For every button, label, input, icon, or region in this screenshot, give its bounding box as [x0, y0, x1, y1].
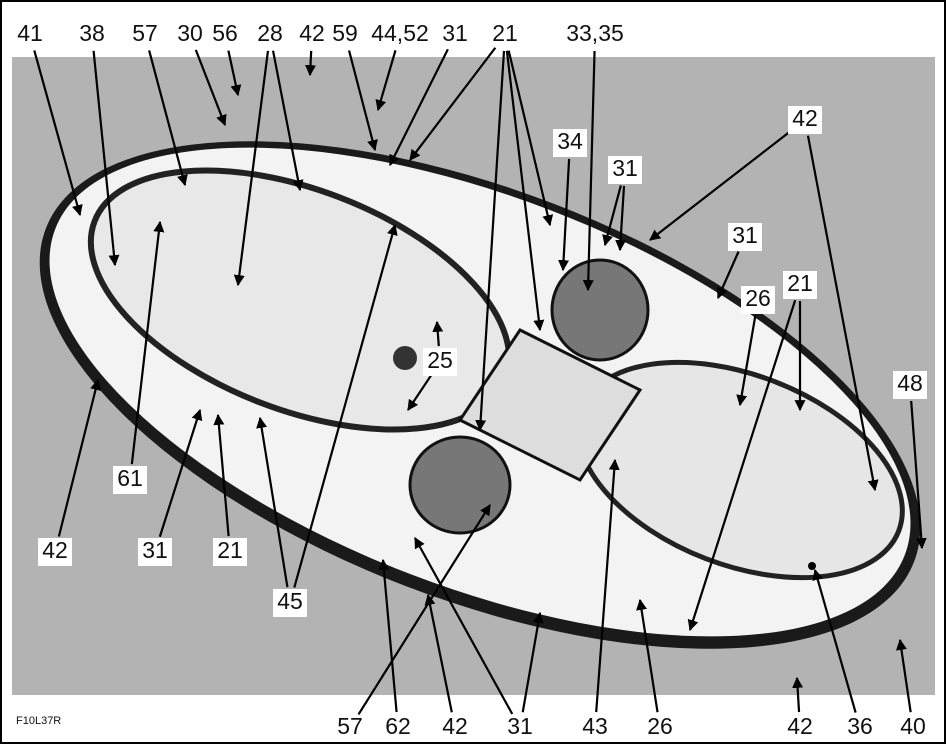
- callout-label: 25: [427, 347, 453, 373]
- callout-arrow: [130, 220, 165, 465]
- callout-arrow: [194, 49, 227, 127]
- callout-box: [893, 371, 927, 399]
- callout-arrow: [148, 50, 188, 187]
- callout-arrow: [271, 50, 304, 192]
- callout-label: 33,35: [566, 20, 624, 46]
- callout-arrow: [414, 537, 514, 715]
- callout-arrow: [716, 251, 740, 300]
- callout-box: [553, 129, 587, 157]
- callout-label: 48: [897, 370, 923, 396]
- callout-label: 57: [337, 713, 363, 739]
- callout-label: 57: [132, 20, 158, 46]
- callouts: 41 38 57 30 56 28 42 59 44,52 31 21 33,35 42 34 31 31 26…: [17, 20, 927, 739]
- callout-arrow: [424, 593, 453, 713]
- figure-code: F10L37R: [16, 715, 61, 727]
- callout-label: 34: [557, 128, 583, 154]
- callout-label: 43: [582, 713, 608, 739]
- callout-arrow: [687, 299, 797, 632]
- callout-arrow: [505, 50, 545, 332]
- callout-arrow: [910, 400, 927, 550]
- callout-label: 40: [900, 713, 926, 739]
- callout-arrow: [475, 50, 506, 432]
- callout-arrow: [92, 50, 120, 267]
- callout-label: 59: [332, 20, 358, 46]
- callout-label: 36: [847, 713, 873, 739]
- callout-box: [213, 538, 247, 566]
- callout-arrow: [158, 408, 203, 538]
- callout-arrow: [357, 504, 491, 716]
- callout-arrow: [389, 48, 449, 166]
- callout-label: 45: [277, 588, 303, 614]
- callout-label: 21: [492, 20, 518, 46]
- callout-label: 31: [507, 713, 533, 739]
- callout-label: 21: [217, 537, 243, 563]
- callout-box: [608, 156, 642, 184]
- callout-label: 28: [257, 20, 283, 46]
- callout-arrow: [407, 374, 433, 411]
- callout-label: 31: [732, 222, 758, 248]
- callout-box: [38, 538, 72, 566]
- callout-arrow: [558, 158, 571, 272]
- callout-arrow: [375, 50, 397, 112]
- callout-box: [423, 348, 457, 376]
- callout-arrow: [507, 50, 554, 227]
- callout-box: [138, 538, 172, 566]
- callout-arrow: [736, 315, 757, 407]
- callout-label: 26: [745, 285, 771, 311]
- callout-arrow: [582, 50, 596, 292]
- callout-label: 44,52: [371, 20, 429, 46]
- callout-arrow: [432, 320, 444, 347]
- callout-label: 31: [442, 20, 468, 46]
- callout-label: 42: [442, 713, 468, 739]
- callout-arrow: [615, 185, 627, 252]
- callout-arrow: [595, 458, 620, 713]
- callout-box: [741, 286, 775, 314]
- callout-label: 42: [787, 713, 813, 739]
- callout-label: 56: [212, 20, 238, 46]
- callout-label: 26: [647, 713, 673, 739]
- callout-arrow: [256, 416, 289, 588]
- callout-label: 42: [792, 105, 818, 131]
- callout-arrow: [636, 598, 659, 713]
- callout-arrow: [806, 135, 879, 492]
- callout-label: 21: [787, 270, 813, 296]
- callout-box: [273, 589, 307, 617]
- callout-arrow: [378, 558, 398, 713]
- callout-arrow: [347, 50, 378, 152]
- callout-label: 30: [177, 20, 203, 46]
- callout-arrow: [521, 611, 544, 713]
- callout-label: 61: [117, 465, 143, 491]
- callout-label: 41: [17, 20, 43, 46]
- callout-label: 42: [42, 537, 68, 563]
- callout-box: [783, 271, 817, 299]
- callout-arrow: [227, 50, 242, 97]
- callout-arrow: [812, 568, 857, 713]
- callout-arrow: [233, 50, 270, 287]
- callout-label: 62: [385, 713, 411, 739]
- callout-arrow: [293, 223, 398, 588]
- callout-label: 38: [79, 20, 105, 46]
- callout-box: [113, 466, 147, 494]
- callout-label: 31: [142, 537, 168, 563]
- callout-arrow: [305, 50, 316, 77]
- callout-box: [788, 106, 822, 134]
- callout-arrow: [33, 50, 83, 217]
- callout-arrow: [409, 47, 497, 161]
- callout-arrow: [57, 378, 101, 537]
- callout-arrow: [649, 128, 794, 241]
- callout-arrow: [896, 638, 912, 713]
- callout-arrow: [213, 413, 230, 537]
- callout-label: 42: [299, 20, 325, 46]
- callout-arrow: [792, 676, 804, 713]
- callout-arrow: [602, 185, 622, 247]
- callout-label: 31: [612, 155, 638, 181]
- callout-box: [728, 223, 762, 251]
